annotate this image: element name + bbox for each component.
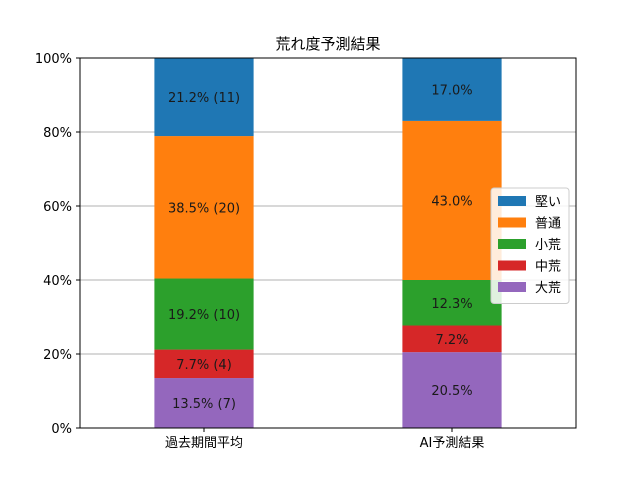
legend-label: 普通 (535, 217, 561, 232)
legend-swatch (498, 239, 526, 249)
legend-label: 大荒 (535, 281, 561, 296)
y-tick-label: 0% (51, 422, 72, 437)
bar-segment (154, 57, 254, 137)
y-tick-label: 40% (43, 274, 72, 289)
bar-value-label: 17.0% (431, 83, 472, 98)
legend-swatch (498, 196, 526, 206)
bar-segment (154, 378, 254, 428)
bar-value-label: 13.5% (7) (172, 397, 236, 412)
bar-value-label: 38.5% (20) (168, 201, 240, 216)
y-tick-label: 80% (43, 126, 72, 141)
bar-labels: 13.5% (7) 7.7% (4) 19.2% (10) 38.5% (20) 21.… (168, 83, 473, 412)
legend-box (490, 187, 570, 304)
bar-segment (402, 280, 502, 326)
plot-frame (79, 57, 577, 429)
chart-title: 荒れ度予測結果 (275, 35, 380, 53)
y-tick-label: 100% (35, 52, 72, 67)
axes: 0% 20% 40% 60% 80% 100% 過去期間平均 AI予測結果 (35, 52, 485, 451)
bar-segment (154, 278, 254, 350)
x-tick-label: AI予測結果 (420, 436, 485, 451)
bar-segment (402, 325, 502, 353)
bar-value-label: 7.2% (435, 333, 468, 348)
bar-segment (154, 349, 254, 379)
bar-value-label: 12.3% (431, 297, 472, 312)
x-tick-label: 過去期間平均 (165, 436, 243, 451)
bar-value-label: 19.2% (10) (168, 308, 240, 323)
legend-swatch (498, 282, 526, 292)
y-tick-label: 20% (43, 348, 72, 363)
legend-swatch (498, 260, 526, 271)
bar-value-label: 21.2% (11) (168, 91, 240, 106)
y-tick-label: 60% (43, 200, 72, 215)
bar-segment (402, 120, 502, 281)
legend-label: 中荒 (535, 260, 561, 275)
legend-label: 堅い (535, 195, 561, 210)
bar-value-label: 7.7% (4) (176, 358, 232, 373)
bar-value-label: 43.0% (431, 194, 472, 209)
legend-label: 小荒 (535, 238, 561, 253)
legend-swatch (498, 217, 526, 228)
bar-segment (402, 58, 502, 121)
bar-value-label: 20.5% (431, 384, 472, 399)
bars (154, 57, 502, 428)
bar-segment (154, 136, 254, 279)
bar-segment (402, 352, 502, 428)
